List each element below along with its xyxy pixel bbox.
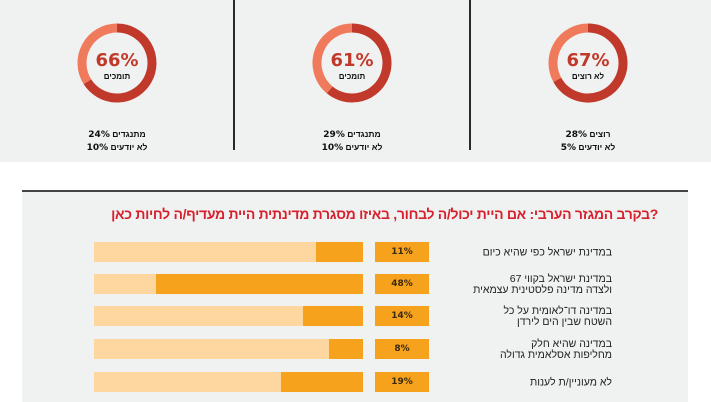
donut-main-caption: תומכים: [338, 72, 366, 81]
category-line: מחליפות אסלאמית גדולה: [499, 349, 612, 361]
donut-remainder-arc: [312, 23, 353, 94]
breakdown-value: 28%: [565, 130, 587, 140]
bar-track: [94, 339, 363, 359]
bar-category-label: במדינה דו־לאומית על כל השטח שבין הים לירד…: [452, 306, 612, 328]
breakdown-label: לא יודעים: [345, 142, 383, 152]
bar-row: 19% לא מעוניין/ת לענות: [22, 372, 688, 394]
category-line: במדינת ישראל כפי שהיא כיום: [482, 246, 612, 259]
donut-main-value: 61%: [330, 50, 374, 71]
donut-ring: [548, 23, 628, 103]
breakdown-label: מתנגדים: [112, 129, 146, 139]
bar-category-label: במדינת ישראל כפי שהיא כיום: [452, 246, 612, 259]
bar-row: 48% במדינת ישראל בקווי 67 ולצדה מדינה פלסט…: [22, 274, 688, 296]
bar-value-label: 19%: [375, 372, 429, 392]
column-divider: [469, 0, 471, 150]
breakdown-label: רוצים: [589, 129, 611, 139]
donut-remainder-arc: [548, 23, 589, 83]
donut-breakdown-row: מתנגדים 29%: [235, 129, 469, 140]
donut-remainder-arc: [77, 23, 118, 85]
breakdown-label: מתנגדים: [347, 129, 381, 139]
donut-breakdown-row: מתנגדים 24%: [0, 129, 234, 140]
donut-chart-right: 67% לא רוצים רוצים 28% לא יודעים 5%: [471, 0, 705, 162]
bar-category-label: במדינת ישראל בקווי 67 ולצדה מדינה פלסטיני…: [452, 274, 612, 296]
breakdown-value: 29%: [323, 130, 345, 140]
bar-track: [94, 274, 363, 294]
bar-value-label: 11%: [375, 242, 429, 262]
donut-main-arc: [83, 23, 157, 103]
breakdown-label: לא יודעים: [110, 142, 148, 152]
bar-value-label: 14%: [375, 306, 429, 326]
bar-fill: [281, 372, 363, 392]
donut-main-caption: תומכים: [103, 72, 131, 81]
donut-main-value: 67%: [566, 50, 610, 71]
bar-value-label: 8%: [375, 339, 429, 359]
category-line: במדינת ישראל בקווי 67: [509, 273, 612, 285]
donut-breakdown-row: לא יודעים 10%: [0, 142, 234, 153]
category-line: לא מעוניין/ת לענות: [529, 376, 612, 389]
category-line: במדינה דו־לאומית על כל: [503, 305, 612, 317]
donut-chart-left: 66% תומכים מתנגדים 24% לא יודעים 10%: [0, 0, 234, 162]
donut-ring: [312, 23, 392, 103]
donut-main-arc: [326, 23, 392, 103]
bar-track: [94, 242, 363, 262]
donut-ring: [77, 23, 157, 103]
chart-title: ?בקרב המגזר הערבי: אם היית יכול/ה לבחור,…: [111, 206, 658, 222]
breakdown-value: 24%: [88, 130, 110, 140]
donut-breakdown-row: לא יודעים 5%: [471, 142, 705, 153]
donut-main-arc: [553, 23, 628, 103]
category-line: ולצדה מדינה פלסטינית עצמאית: [473, 284, 612, 296]
donut-breakdown-row: רוצים 28%: [471, 129, 705, 140]
breakdown-value: 10%: [86, 143, 109, 153]
donut-section: 66% תומכים מתנגדים 24% לא יודעים 10% 61%…: [0, 0, 711, 162]
breakdown-value: 10%: [321, 143, 344, 153]
bar-track: [94, 306, 363, 326]
breakdown-label: לא יודעים: [578, 142, 616, 152]
donut-main-value: 66%: [95, 50, 139, 71]
donut-main-caption: לא רוצים: [571, 72, 605, 81]
donut-chart-center: 61% תומכים מתנגדים 29% לא יודעים 10%: [235, 0, 469, 162]
bar-chart-panel: ?בקרב המגזר הערבי: אם היית יכול/ה לבחור,…: [22, 190, 688, 402]
bar-row: 14% במדינה דו־לאומית על כל השטח שבין הים ל…: [22, 306, 688, 328]
column-divider: [233, 0, 235, 150]
category-line: במדינה שהיא חלק: [531, 338, 612, 350]
category-line: השטח שבין הים לירדן: [517, 316, 612, 328]
bar-fill: [156, 274, 363, 294]
bar-category-label: לא מעוניין/ת לענות: [452, 376, 612, 389]
bar-value-label: 48%: [375, 274, 429, 294]
donut-breakdown-row: לא יודעים 10%: [235, 142, 469, 153]
bar-fill: [328, 339, 363, 359]
bar-category-label: במדינה שהיא חלק מחליפות אסלאמית גדולה: [452, 339, 612, 361]
bar-fill: [302, 306, 363, 326]
bar-row: 8% במדינה שהיא חלק מחליפות אסלאמית גדולה: [22, 339, 688, 361]
bar-row: 11% במדינת ישראל כפי שהיא כיום: [22, 242, 688, 264]
breakdown-value: 5%: [560, 143, 577, 153]
bar-track: [94, 372, 363, 392]
bar-fill: [315, 242, 363, 262]
